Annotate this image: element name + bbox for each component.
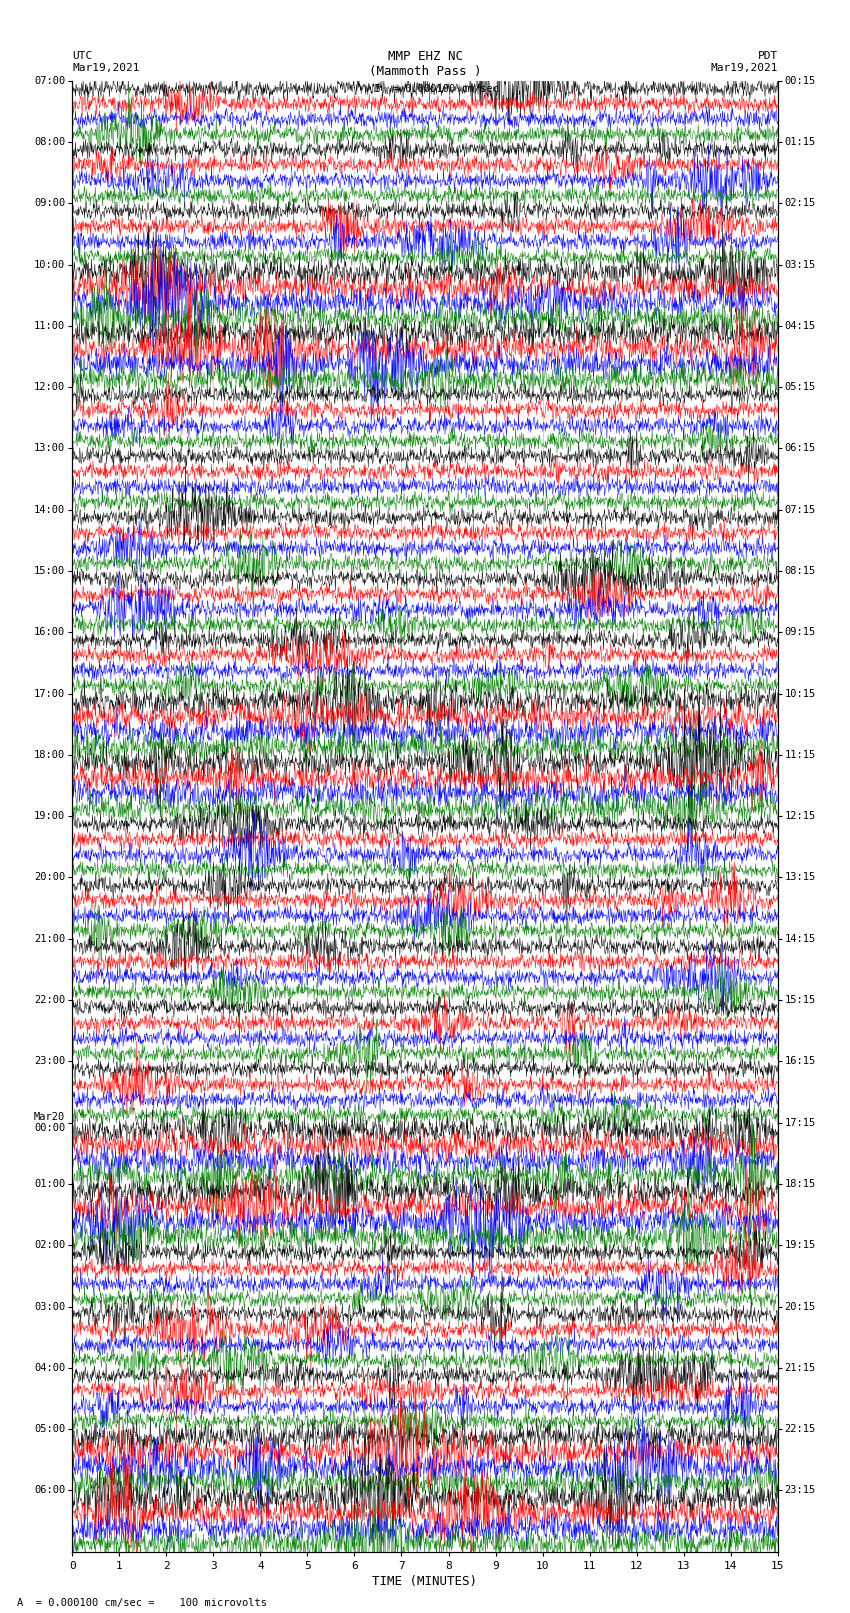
Text: A  = 0.000100 cm/sec =    100 microvolts: A = 0.000100 cm/sec = 100 microvolts <box>17 1598 267 1608</box>
Text: UTC
Mar19,2021: UTC Mar19,2021 <box>72 52 139 73</box>
X-axis label: TIME (MINUTES): TIME (MINUTES) <box>372 1574 478 1587</box>
Text: I  = 0.000100 cm/sec: I = 0.000100 cm/sec <box>374 84 499 94</box>
Text: PDT
Mar19,2021: PDT Mar19,2021 <box>711 52 778 73</box>
Title: MMP EHZ NC
(Mammoth Pass ): MMP EHZ NC (Mammoth Pass ) <box>369 50 481 77</box>
